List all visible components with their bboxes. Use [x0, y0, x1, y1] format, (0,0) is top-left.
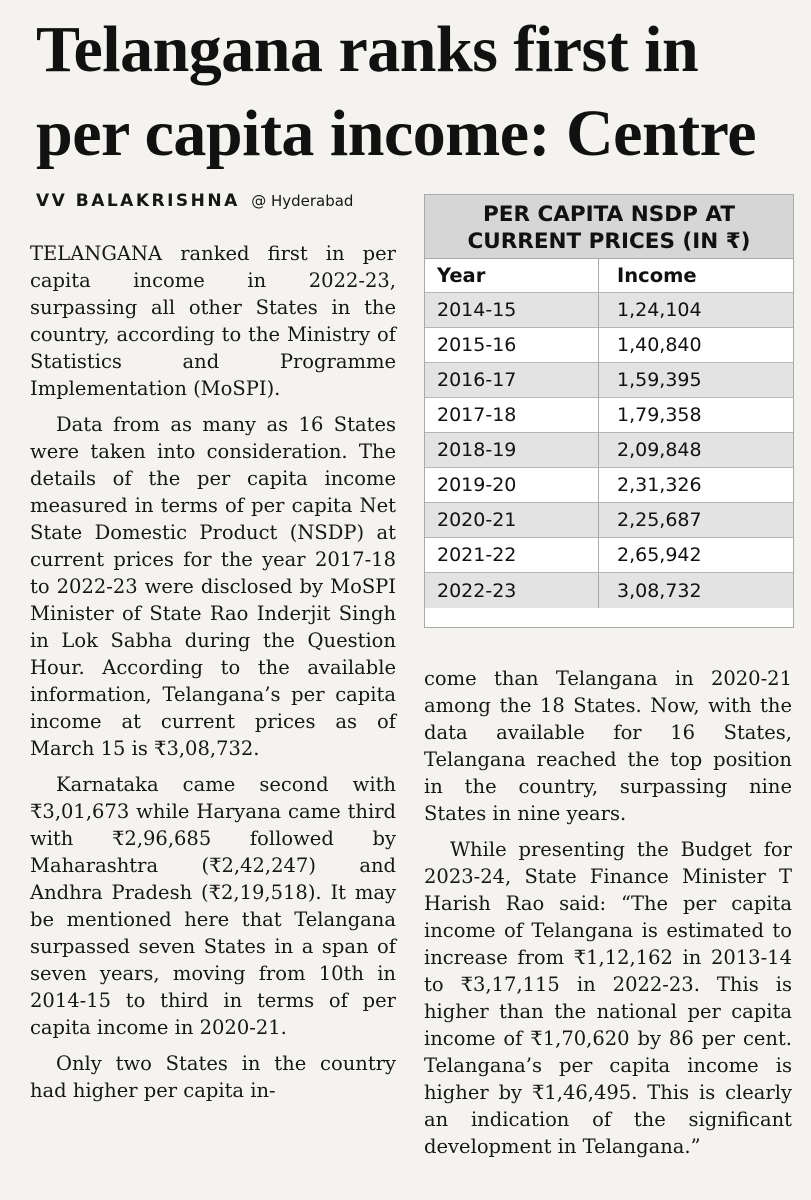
table-title: PER CAPITA NSDP AT CURRENT PRICES (IN ₹): [425, 195, 793, 259]
byline-location: @ Hyderabad: [251, 192, 354, 210]
income-cell: 3,08,732: [617, 579, 702, 602]
income-cell: 2,25,687: [617, 509, 702, 531]
year-cell: 2014-15: [425, 293, 599, 327]
table-row: 2020-21 2,25,687: [425, 503, 793, 538]
year-column-header: Year: [425, 259, 599, 292]
article-paragraph: TELANGANA ranked first in per capita inc…: [30, 242, 396, 400]
table-header-row: Year Income: [425, 259, 793, 293]
income-cell: 1,59,395: [617, 369, 702, 391]
income-column-header: Income: [617, 264, 697, 287]
article-column-2: come than Telangana in 2020-21 among the…: [424, 665, 792, 1160]
article-paragraph: Karnataka came second with ₹3,01,673 whi…: [30, 773, 396, 1039]
byline: VV BALAKRISHNA @ Hyderabad: [36, 190, 353, 212]
year-cell: 2022-23: [425, 573, 599, 608]
table-row: 2018-19 2,09,848: [425, 433, 793, 468]
headline: Telangana ranks first in per capita inco…: [36, 13, 757, 170]
year-cell: 2015-16: [425, 328, 599, 362]
article-paragraph: Data from as many as 16 States were take…: [30, 413, 396, 760]
year-cell: 2019-20: [425, 468, 599, 502]
article-paragraph: Only two States in the country had highe…: [30, 1052, 396, 1102]
table-title-line-2: CURRENT PRICES (IN ₹): [467, 229, 751, 254]
table-row: 2021-22 2,65,942: [425, 538, 793, 573]
table-row: 2014-15 1,24,104: [425, 293, 793, 328]
year-cell: 2020-21: [425, 503, 599, 537]
table-row: 2022-23 3,08,732: [425, 573, 793, 608]
income-cell: 1,24,104: [617, 299, 702, 321]
year-cell: 2016-17: [425, 363, 599, 397]
income-cell: 1,79,358: [617, 404, 702, 426]
year-cell: 2021-22: [425, 538, 599, 572]
income-cell: 2,09,848: [617, 439, 702, 461]
year-cell: 2017-18: [425, 398, 599, 432]
per-capita-nsdp-table: PER CAPITA NSDP AT CURRENT PRICES (IN ₹)…: [424, 194, 794, 628]
table-row: 2017-18 1,79,358: [425, 398, 793, 433]
income-cell: 2,31,326: [617, 474, 702, 496]
income-cell: 1,40,840: [617, 334, 702, 356]
article-paragraph: come than Telangana in 2020-21 among the…: [424, 667, 792, 825]
byline-author: VV BALAKRISHNA: [36, 191, 240, 211]
table-row: 2015-16 1,40,840: [425, 328, 793, 363]
income-cell: 2,65,942: [617, 544, 702, 566]
table-title-line-1: PER CAPITA NSDP AT: [483, 202, 735, 227]
table-row: 2019-20 2,31,326: [425, 468, 793, 503]
article-column-1: TELANGANA ranked first in per capita inc…: [30, 240, 396, 1104]
year-cell: 2018-19: [425, 433, 599, 467]
table-row: 2016-17 1,59,395: [425, 363, 793, 398]
article-paragraph: While presenting the Budget for 2023-24,…: [424, 838, 792, 1158]
